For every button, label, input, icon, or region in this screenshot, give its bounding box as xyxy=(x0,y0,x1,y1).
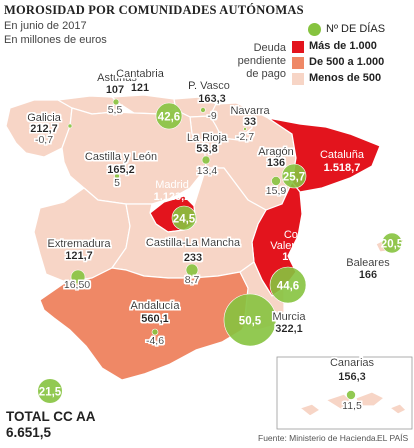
debt-madrid: 1.123,2 xyxy=(154,191,191,203)
legend-days-dot xyxy=(308,23,321,36)
bubble-asturias xyxy=(112,98,120,106)
legend-bin-mid: De 500 a 1.000 xyxy=(309,56,385,68)
name-la-rioja: La Rioja xyxy=(187,132,228,144)
days-aragon: 15,9 xyxy=(266,185,287,197)
days-castilla-la-mancha: 8,7 xyxy=(185,274,200,286)
name-extremadura: Extremadura xyxy=(48,238,112,250)
total-bubble xyxy=(38,379,62,403)
labels-layer: 42,6 25,7 24,5 44,6 20,5 50,5 Galicia212,7-0,7… xyxy=(27,68,404,412)
name-galicia: Galicia xyxy=(27,112,62,124)
days-navarra: -2,7 xyxy=(236,131,254,143)
days-p-vasco: -9 xyxy=(207,110,216,122)
bubble-com-valenciana xyxy=(269,266,307,304)
bubble-aragon xyxy=(271,176,281,186)
bubble-murcia xyxy=(223,293,277,347)
days-galicia: -0,7 xyxy=(35,134,53,146)
bubble-castilla-y-leon xyxy=(114,173,120,179)
legend-swatch-low xyxy=(292,73,304,85)
bubble-castilla-la-mancha xyxy=(185,263,199,277)
days-asturias: 5,5 xyxy=(108,104,123,116)
legend-bin-low: Menos de 500 xyxy=(309,72,382,84)
days-andalucia: -4,6 xyxy=(146,335,164,347)
legend-swatch-high xyxy=(292,41,304,53)
debt-cantabria: 121 xyxy=(131,82,149,94)
bubble-baleares xyxy=(381,232,403,254)
legend-bin-high: Más de 1.000 xyxy=(309,40,377,52)
name-murcia: Murcia xyxy=(272,311,306,323)
total-label: TOTAL CC AA xyxy=(6,409,96,424)
debt-navarra: 33 xyxy=(244,116,256,128)
debt-la-rioja: 53,8 xyxy=(196,143,217,155)
debt-p-vasco: 163,3 xyxy=(198,93,226,105)
bubble-andalucia xyxy=(151,328,159,336)
days-cataluna: 25,7 xyxy=(283,172,305,184)
debt-asturias: 107 xyxy=(106,84,124,96)
bubbles-layer xyxy=(38,98,403,403)
credit: EL PAÍS xyxy=(377,433,409,443)
name-cataluna: Cataluña xyxy=(320,149,365,161)
bubble-navarra xyxy=(243,127,247,131)
debt-galicia: 212,7 xyxy=(30,123,58,135)
map-title: MOROSIDAD POR COMUNIDADES AUTÓNOMAS xyxy=(4,3,304,17)
days-baleares: 20,5 xyxy=(381,239,404,251)
subtitle-units: En millones de euros xyxy=(4,34,107,46)
debt-castilla-la-mancha: 233 xyxy=(184,252,202,264)
total-days: 21,5 xyxy=(39,387,62,399)
bubble-cantabria xyxy=(155,102,183,130)
days-canarias: 11,5 xyxy=(342,400,362,412)
bubble-extremadura xyxy=(70,269,86,285)
days-la-rioja: 13,4 xyxy=(197,165,218,177)
name-castilla-la-mancha: Castilla-La Mancha xyxy=(146,237,241,249)
bubble-cataluna xyxy=(281,163,307,189)
legend-days-label: Nº DE DÍAS xyxy=(326,23,386,35)
region-canarias[interactable] xyxy=(299,391,407,417)
source-note: Fuente: Ministerio de Hacienda. xyxy=(258,433,379,443)
name-madrid: Madrid xyxy=(155,179,189,191)
name-asturias: Asturias xyxy=(97,72,137,84)
debt-canarias: 156,3 xyxy=(338,371,366,383)
name-navarra: Navarra xyxy=(230,105,270,117)
legend-debt-title-1: Deuda xyxy=(253,42,286,54)
days-murcia: 50,5 xyxy=(239,316,262,328)
bubble-la-rioja xyxy=(201,155,211,165)
days-castilla-y-leon: 5 xyxy=(114,177,120,189)
name-canarias: Canarias xyxy=(330,357,375,369)
debt-murcia: 322,1 xyxy=(275,323,303,335)
bubble-madrid xyxy=(171,205,197,231)
name-p-vasco: P. Vasco xyxy=(188,80,230,92)
legend-debt-title-2: pendiente xyxy=(237,55,286,67)
days-com-valenciana: 44,6 xyxy=(277,281,299,293)
legend-swatch-mid xyxy=(292,57,304,69)
debt-castilla-y-leon: 165,2 xyxy=(107,164,135,176)
legend-debt-title-3: de pago xyxy=(246,68,286,80)
debt-aragon: 136 xyxy=(267,157,285,169)
total-value: 6.651,5 xyxy=(6,425,52,440)
bubble-galicia xyxy=(67,123,73,129)
name-com-valenciana-2: Valenciana xyxy=(270,240,324,252)
debt-extremadura: 121,7 xyxy=(65,250,93,262)
name-castilla-y-leon: Castilla y León xyxy=(85,151,157,163)
name-andalucia: Andalucía xyxy=(131,300,181,312)
debt-baleares: 166 xyxy=(359,269,377,281)
subtitle-date: En junio de 2017 xyxy=(4,20,87,32)
bubble-canarias xyxy=(346,390,356,400)
debt-cataluna: 1.518,7 xyxy=(324,162,361,174)
name-aragon: Aragón xyxy=(258,146,293,158)
days-extremadura: 16,50 xyxy=(64,279,90,291)
name-cantabria: Cantabria xyxy=(116,68,165,80)
name-baleares: Baleares xyxy=(346,257,390,269)
legend-debt-title: Deuda pendiente de pago xyxy=(238,42,286,81)
debt-com-valenciana: 1.457 xyxy=(282,251,310,263)
name-com-valenciana-1: Com. xyxy=(284,229,310,241)
bubble-p-vasco xyxy=(200,107,206,113)
days-cantabria: 42,6 xyxy=(158,112,180,124)
canarias-frame xyxy=(276,356,413,430)
days-madrid: 24,5 xyxy=(173,214,196,226)
debt-andalucia: 560,1 xyxy=(141,313,169,325)
